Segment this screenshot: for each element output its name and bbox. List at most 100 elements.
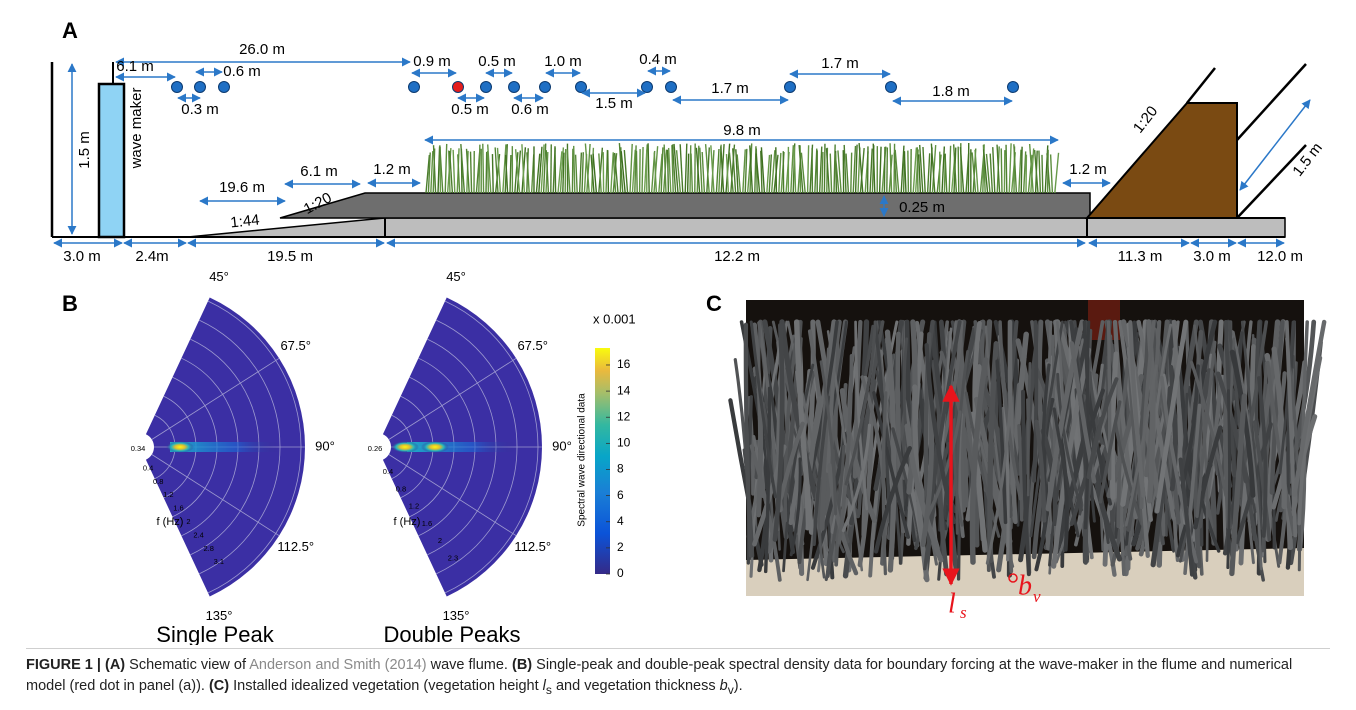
plant [931,145,937,194]
stalk [1215,371,1249,484]
plant [825,148,830,194]
plant [829,153,833,194]
angle-label: 45° [446,269,466,284]
stalk [987,341,999,564]
stalk [1229,393,1247,577]
stalk [1128,320,1146,498]
plant [425,154,431,194]
caption: FIGURE 1 | (A) Schematic view of Anderso… [26,648,1330,701]
stalk [1278,320,1295,475]
stalk [1029,320,1064,538]
plant [982,144,986,194]
stalk [1126,319,1151,532]
plant [486,151,490,194]
plant [557,151,563,194]
plant [858,143,864,194]
plant [516,150,522,194]
stalk [995,359,1008,525]
plant [918,144,924,194]
caption-text: ). [733,678,743,694]
plant [660,147,664,194]
plant [573,145,576,194]
gauge [665,81,677,93]
stalk [1232,330,1263,571]
stalk [1195,340,1217,518]
stalk [1056,372,1084,512]
dimension-label: 1.8 m [932,83,970,100]
plant [744,148,748,194]
plant [992,147,996,194]
dimension-label: 3.0 m [1193,248,1231,265]
plant [850,152,853,194]
plant [872,143,876,194]
plant [806,145,810,194]
dimension-label: 12.0 m [1257,248,1303,265]
plant [710,145,715,194]
plant [1008,143,1012,194]
plant [1022,151,1027,194]
plant [578,152,583,194]
plant [592,153,598,194]
flume-bed [187,217,1286,238]
plant [590,154,595,194]
plant [886,147,889,194]
gauge [408,81,420,93]
height-subscript: s [960,603,967,622]
energy-trail [170,442,280,452]
plant [496,147,502,194]
plant [926,153,931,194]
plant [482,143,485,194]
stalk [1007,319,1018,525]
polar-spoke [151,358,280,440]
plant [514,149,521,194]
radial-label: 0.4 [383,467,393,476]
plant [821,151,824,194]
stalk [772,323,785,542]
plant [818,146,823,194]
stalk [969,357,989,565]
plant [1013,144,1018,194]
plant [778,152,782,194]
plant [444,143,448,194]
stalk [827,463,859,576]
stalk [1034,419,1047,523]
plant [432,145,437,194]
caption-label: (B) [511,657,533,673]
plant [834,153,840,194]
thickness-marker [1008,573,1018,583]
gauge [575,81,587,93]
plant [736,154,742,194]
plant [460,144,466,194]
plant [457,154,461,194]
dimension-label: 6.1 m [300,163,338,180]
angle-label: 135° [206,608,233,623]
plant [730,144,736,194]
stalk [964,391,1001,538]
dimension-label: 0.3 m [181,101,219,118]
colorbar-tick-label: 8 [617,462,624,476]
plant [559,147,565,194]
plant [948,145,952,194]
slope-label: 1:20 [1130,103,1161,136]
stalk [872,391,910,539]
stalk [1124,364,1158,527]
stalk [1257,376,1268,538]
angle-label: 90° [315,438,335,453]
plant [760,150,763,194]
plant [755,153,761,194]
colorbar-tick-label: 2 [617,540,624,554]
radial-axis-label: f (Hz) [157,516,184,528]
plant [859,147,865,194]
stalk [857,409,874,568]
beach-wall [1236,63,1307,141]
plant [430,151,434,194]
plant [618,143,624,194]
plant [686,153,690,194]
plant [893,152,898,194]
plant [427,152,431,194]
plant [623,149,629,194]
stalk [884,329,897,573]
plant [800,152,806,194]
plant [854,144,858,194]
plant [620,151,626,194]
